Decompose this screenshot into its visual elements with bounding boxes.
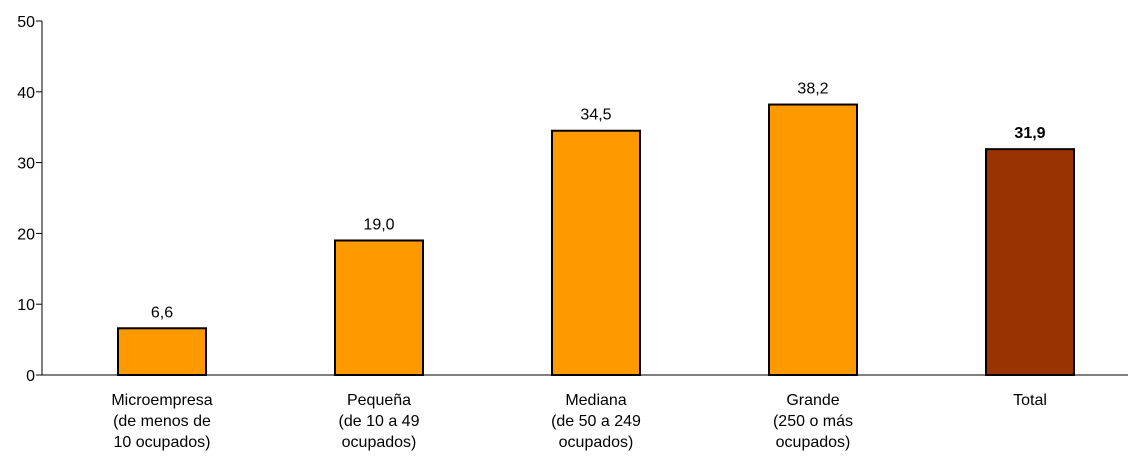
x-category-label-line: (de menos de xyxy=(113,413,211,430)
x-category-label-line: Mediana xyxy=(565,392,626,409)
y-tick-label: 40 xyxy=(17,85,35,102)
x-category-label-line: 10 ocupados) xyxy=(114,434,211,451)
x-category-label-line: (de 10 a 49 xyxy=(339,413,420,430)
bar xyxy=(769,105,857,375)
x-category-label-line: (250 o más xyxy=(773,413,853,430)
x-category-label: Microempresa (de menos de 10 ocupados) xyxy=(111,392,212,451)
x-category-label: Grande (250 o más ocupados) xyxy=(773,392,853,451)
x-category-label-line: Microempresa xyxy=(111,392,212,409)
x-category-label-line: Total xyxy=(1013,392,1047,409)
bar xyxy=(986,149,1074,375)
x-axis: Microempresa (de menos de 10 ocupados) Pequ… xyxy=(42,375,1128,451)
x-category-label-line: Grande xyxy=(786,392,839,409)
y-tick-label: 20 xyxy=(17,226,35,243)
x-category-label-line: (de 50 a 249 xyxy=(551,413,641,430)
y-tick-label: 10 xyxy=(17,297,35,314)
x-category-label: Total xyxy=(1013,392,1047,409)
x-category-label-line: ocupados) xyxy=(559,434,634,451)
x-category-label: Pequeña (de 10 a 49 ocupados) xyxy=(339,392,420,451)
x-category-label: Mediana (de 50 a 249 ocupados) xyxy=(551,392,641,451)
data-label: 31,9 xyxy=(1014,125,1045,142)
data-label: 19,0 xyxy=(363,216,394,233)
data-label: 6,6 xyxy=(151,304,173,321)
y-tick-label: 0 xyxy=(26,368,35,385)
x-category-label-line: Pequeña xyxy=(347,392,411,409)
bar xyxy=(118,328,206,375)
y-tick-label: 30 xyxy=(17,156,35,173)
x-category-label-line: ocupados) xyxy=(776,434,851,451)
x-category-label-line: ocupados) xyxy=(342,434,417,451)
y-tick-label: 50 xyxy=(17,14,35,31)
data-label: 34,5 xyxy=(580,107,611,124)
y-axis: 0 10 20 30 40 50 xyxy=(17,14,42,385)
bar xyxy=(335,240,423,375)
bar xyxy=(552,131,640,375)
bars: 6,6 19,0 34,5 38,2 31,9 xyxy=(118,81,1074,375)
data-label: 38,2 xyxy=(797,81,828,98)
